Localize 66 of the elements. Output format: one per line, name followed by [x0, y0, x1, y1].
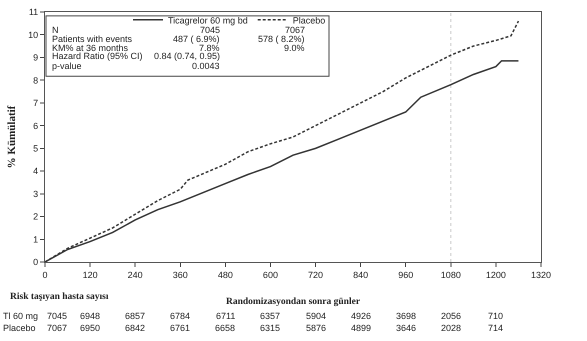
annotation: Patients with events [52, 34, 133, 44]
x-tick-label: 0 [42, 270, 48, 280]
annotation: 578 ( 8.2%) [258, 34, 305, 44]
y-tick-label: 8 [33, 75, 38, 86]
text: 5876 [306, 323, 326, 333]
text: 2056 [441, 311, 462, 321]
y-tick-label: 0 [33, 257, 38, 268]
annotation: N [52, 25, 58, 35]
x-tick-label: 720 [308, 270, 324, 280]
text: 6357 [260, 311, 280, 321]
text: Tl 60 mg [3, 311, 38, 321]
text: 7067 [47, 323, 68, 333]
text: 6761 [170, 323, 190, 333]
y-tick-label: 11 [28, 7, 38, 18]
y-tick-label: 4 [33, 166, 38, 176]
text: 6950 [80, 323, 100, 333]
x-tick-label: 960 [398, 270, 414, 280]
text: 5904 [306, 311, 326, 321]
text: 4926 [351, 311, 372, 321]
x-tick-label: 1080 [440, 270, 461, 280]
y-tick-label: 5 [33, 144, 38, 154]
text: 6784 [170, 311, 190, 321]
y-tick-label: 6 [33, 120, 38, 131]
y-tick-label: 7 [33, 98, 38, 108]
annotation: KM% at 36 months [52, 43, 129, 53]
text: 6842 [125, 323, 146, 333]
text: 3698 [396, 311, 416, 321]
annotation: Hazard Ratio (95% CI) [52, 51, 143, 61]
annotation: 9.0% [284, 43, 305, 53]
x-tick-label: 600 [262, 270, 278, 280]
text: 6711 [216, 311, 236, 321]
text: 6315 [260, 323, 280, 333]
text: Risk taşıyan hasta sayısı [10, 292, 109, 302]
text: 2028 [441, 323, 462, 333]
x-tick-label: 240 [128, 270, 143, 280]
text: 6658 [215, 323, 236, 333]
annotation: p-value [52, 61, 82, 71]
x-tick-label: 480 [218, 270, 233, 280]
annotation: 7067 [285, 25, 306, 35]
y-tick-label: 3 [33, 188, 38, 199]
text: 6857 [125, 311, 146, 321]
annotation: 7.8% [199, 43, 220, 53]
text: 3646 [396, 323, 416, 333]
annotation: 487 ( 6.9%) [173, 34, 220, 44]
y-axis-title: % Kümülatif [6, 105, 18, 168]
x-axis-title: Randomizasyondan sonra günler [226, 296, 361, 307]
x-tick-label: 1200 [486, 270, 506, 280]
y-tick-label: 2 [33, 212, 38, 222]
legend-label: Placebo [292, 15, 326, 26]
annotation: 0.84 (0.74, 0.95) [154, 51, 220, 61]
y-tick-label: 9 [33, 52, 38, 63]
y-tick-label: 1 [33, 234, 38, 244]
x-tick-label: 360 [172, 270, 188, 280]
x-tick-label: 840 [353, 270, 368, 280]
text: 7045 [47, 311, 68, 321]
text: Placebo [3, 323, 36, 333]
annotation: 7045 [200, 25, 220, 35]
legend-label: Ticagrelor 60 mg bd [168, 15, 248, 26]
text: 4899 [351, 323, 372, 333]
text: 6948 [80, 311, 100, 321]
annotation: 0.0043 [192, 61, 220, 71]
text: 714 [488, 323, 504, 333]
text: 710 [488, 311, 504, 321]
y-tick-label: 10 [28, 30, 38, 40]
x-tick-label: 120 [82, 270, 98, 280]
x-tick-label: 1320 [530, 270, 552, 280]
